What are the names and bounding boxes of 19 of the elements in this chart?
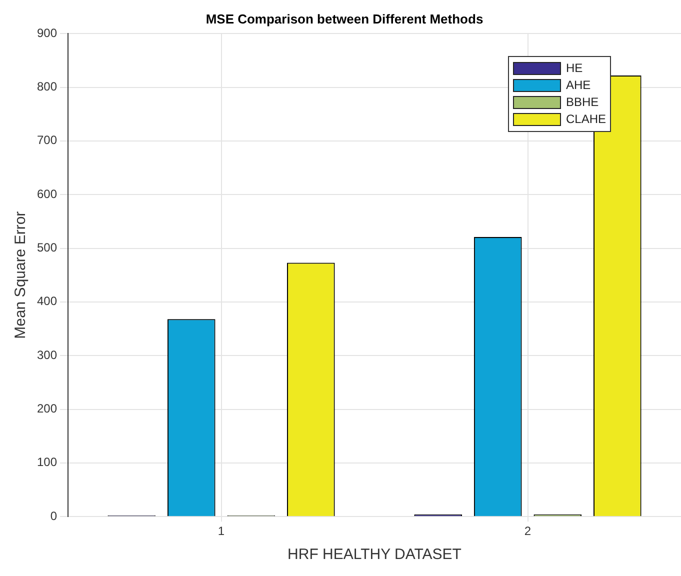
y-axis-title: Mean Square Error	[12, 211, 30, 339]
chart-title: MSE Comparison between Different Methods	[206, 11, 484, 26]
y-tick-label: 800	[36, 80, 58, 94]
legend-label: AHE	[566, 78, 591, 92]
legend-label: BBHE	[566, 95, 599, 110]
y-tick-label: 600	[36, 186, 58, 201]
x-axis-title: HRF HEALTHY DATASET	[288, 546, 462, 564]
y-tick-label: 500	[36, 240, 58, 255]
x-tick-label: 2	[524, 524, 532, 538]
legend-label: HE	[566, 61, 583, 76]
y-tick-label: 700	[36, 133, 58, 148]
y-tick-label: 200	[36, 402, 58, 416]
y-tick-label: 900	[36, 26, 58, 40]
x-tick-label: 1	[218, 524, 225, 538]
y-tick-label: 100	[36, 455, 58, 470]
legend-label: CLAHE	[566, 112, 606, 126]
y-tick-label: 400	[36, 294, 58, 308]
y-tick-label: 300	[36, 348, 58, 362]
y-tick-label: 0	[50, 508, 58, 523]
